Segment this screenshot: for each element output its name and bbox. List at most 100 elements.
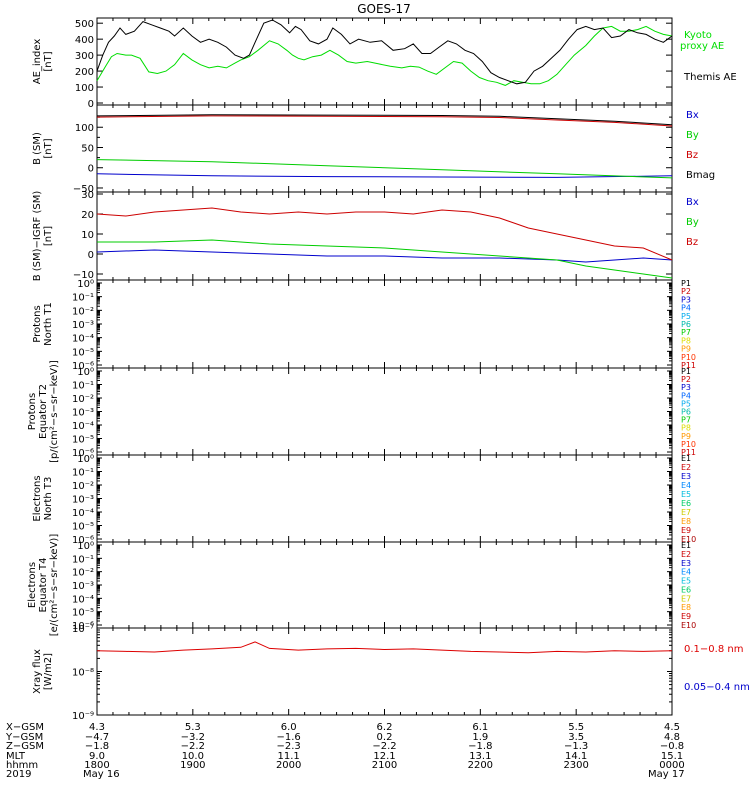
y-tick-label: 10⁰ <box>77 454 94 465</box>
panel-electrons-equator: Electrons Equator T4 [e/(cm²−s−sr−keV)] 10⁰… <box>27 534 696 637</box>
y-tick-label: 30 <box>81 190 94 201</box>
legend-xray-long: 0.1−0.8 nm <box>684 644 743 655</box>
legend-bz: Bz <box>686 237 698 248</box>
panel-frame <box>96 627 673 716</box>
date-start: May 16 <box>83 769 120 780</box>
x-row-value: 11.1 <box>278 751 300 762</box>
y-tick-label: 10⁻⁶ <box>72 535 94 546</box>
legend-p4: P4 <box>681 391 691 400</box>
x-row-value: 15.1 <box>661 751 683 762</box>
y-axis-label: B (SM)−IGRF (SM) <box>32 191 43 282</box>
legend-kyoto: Kyoto <box>684 30 712 41</box>
panel-xray: Xray flux [W/m2] 10⁻⁷ 10⁻⁸ 10⁻⁹ 0.1−0.8 nm 0.0… <box>32 624 750 722</box>
series-line-by <box>96 159 673 179</box>
legend-by: By <box>686 217 699 228</box>
y-tick-label: 10⁻² <box>72 394 94 405</box>
series-line-bx <box>96 173 673 178</box>
x-row-value: −1.8 <box>468 741 492 752</box>
x-row-value: 1.9 <box>472 732 488 743</box>
x-row-value: 0000 <box>659 760 684 771</box>
legend-e4: E4 <box>681 568 691 577</box>
y-axis-label: Electrons <box>27 562 38 608</box>
y-tick-label: 10⁻⁶ <box>72 621 94 632</box>
y-tick-label: 10⁻⁵ <box>72 435 94 446</box>
x-row-value: 0.2 <box>377 732 393 743</box>
y-tick-label: 200 <box>75 67 94 78</box>
series-line-bz <box>96 115 673 127</box>
y-tick-label: 10⁻⁵ <box>72 608 94 619</box>
series-line-bmag <box>96 114 673 126</box>
x-row-value: 4.3 <box>89 722 105 733</box>
y-tick-label: 10⁻⁸ <box>72 668 94 679</box>
y-axis-label: Equator T2 <box>38 384 49 439</box>
legend: Bx By Bz <box>686 197 699 248</box>
y-axis-label: Protons <box>32 305 43 342</box>
y-tick-label: 10⁻⁴ <box>72 421 94 432</box>
legend-e8: E8 <box>681 603 691 612</box>
y-tick-label: 10⁻⁵ <box>72 347 94 358</box>
legend-e9: E9 <box>681 612 691 621</box>
x-row-value: −1.8 <box>85 741 109 752</box>
y-tick-label: 10⁻² <box>72 568 94 579</box>
x-row-value: 2000 <box>276 760 301 771</box>
legend-p10: P10 <box>681 440 696 449</box>
legend-p5: P5 <box>681 312 691 321</box>
y-tick-label: 10⁻² <box>72 306 94 317</box>
panel-protons-equator: Protons Equator T2 [p/(cm²−s−sr−keV)] 10⁰10… <box>27 360 696 463</box>
y-tick-label: 50 <box>81 143 94 154</box>
legend-e7: E7 <box>681 594 691 603</box>
panel-protons-north: Protons North T1 10⁰ 10⁻¹ 10⁻² 10⁻³ 10⁻⁴ 10⁻⁵ 10… <box>32 279 696 372</box>
legend-e5: E5 <box>681 577 691 586</box>
legend-p1: P1 <box>681 367 691 376</box>
y-tick-label: −10 <box>73 270 94 281</box>
x-row-label: X−GSM <box>6 722 44 733</box>
plot-title: GOES-17 <box>357 2 411 16</box>
legend-p10: P10 <box>681 353 696 362</box>
legend-p6: P6 <box>681 320 691 329</box>
series-line-by <box>97 239 673 279</box>
x-row-value: 2200 <box>468 760 493 771</box>
legend-e2: E2 <box>681 550 691 559</box>
series-line-0-1-0-8-nm <box>96 641 673 654</box>
legend-e4: E4 <box>681 481 691 490</box>
series-line-bx <box>96 249 673 263</box>
panel-bsm-igrf: B (SM)−IGRF (SM) [nT] −10 0 10 20 30 Bx By Bz <box>32 190 699 281</box>
y-axis-label: Equator T4 <box>38 558 49 613</box>
legend-p4: P4 <box>681 304 691 313</box>
legend-e6: E6 <box>681 499 691 508</box>
legend-p7: P7 <box>681 416 691 425</box>
y-axis-label: B (SM) <box>32 132 43 165</box>
x-row-value: 6.1 <box>472 722 488 733</box>
x-row-label: MLT <box>6 751 26 762</box>
legend-p6: P6 <box>681 408 691 417</box>
y-tick-label: 10 <box>81 230 94 241</box>
x-row-value: −2.2 <box>372 741 396 752</box>
legend-bx: Bx <box>686 197 699 208</box>
panel-frame <box>96 454 673 543</box>
legend-p11: P11 <box>681 361 696 370</box>
date-end: May 17 <box>648 769 685 780</box>
y-tick-label: 10⁻⁴ <box>72 508 94 519</box>
x-row-value: −3.2 <box>181 732 205 743</box>
y-tick-label: 0 <box>88 99 94 110</box>
x-row-label: 2019 <box>6 769 31 780</box>
y-axis-label: [nT] <box>43 51 54 71</box>
legend-e3: E3 <box>681 559 691 568</box>
y-tick-label: 10⁻¹ <box>72 554 94 565</box>
x-row-value: 5.5 <box>568 722 584 733</box>
y-tick-label: 400 <box>75 35 94 46</box>
legend-p11: P11 <box>681 448 696 457</box>
panel-frame <box>96 367 673 456</box>
y-tick-label: 0 <box>88 250 94 261</box>
panel-bsm: B (SM) [nT] −50 0 50 100 Bx By Bz Bmag <box>32 104 715 195</box>
y-axis-label: Xray flux <box>32 649 43 694</box>
x-row-value: 5.3 <box>185 722 201 733</box>
legend-e8: E8 <box>681 517 691 526</box>
y-tick-label: 10⁻³ <box>72 408 94 419</box>
y-tick-label: 100 <box>75 123 94 134</box>
legend-e10: E10 <box>681 535 696 544</box>
